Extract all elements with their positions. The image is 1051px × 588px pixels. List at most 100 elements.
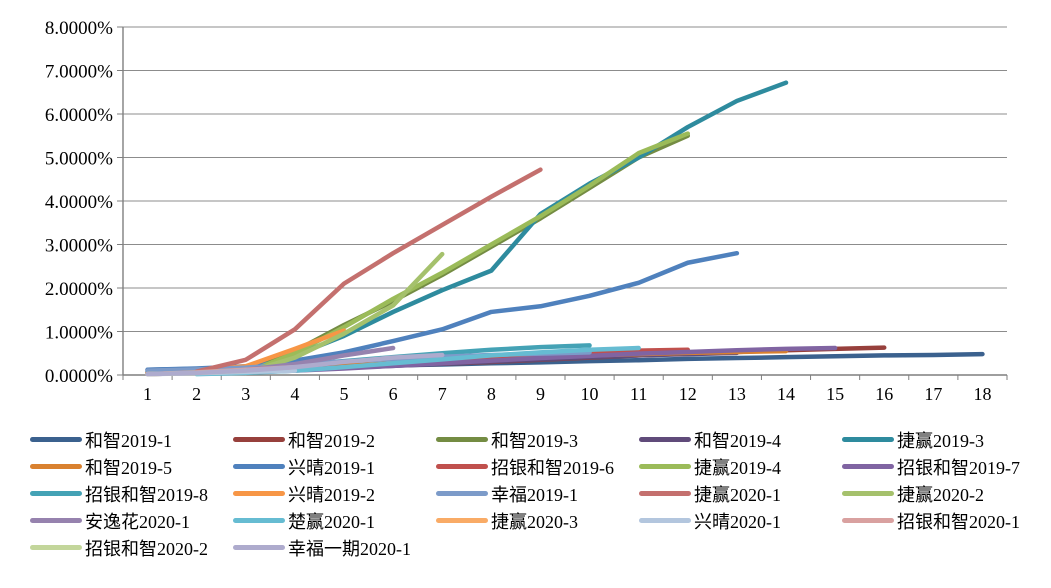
legend-label: 和智2019-5: [85, 457, 172, 478]
legend-item: 招银和智2020-1: [842, 507, 1045, 534]
legend-item: 兴晴2020-1: [639, 507, 842, 534]
series-line: [243, 251, 445, 376]
legend-label: 安逸花2020-1: [85, 511, 190, 532]
legend-label: 招银和智2019-6: [491, 457, 614, 478]
y-axis-tick-label: 0.0000%: [45, 366, 113, 387]
legend-item: 和智2019-4: [639, 426, 842, 453]
y-axis-tick-label: 2.0000%: [45, 279, 113, 300]
legend-swatch: [639, 491, 691, 496]
legend-label: 幸福一期2020-1: [288, 538, 411, 559]
chart-legend: 和智2019-1 和智2019-2 和智2019-3 和智2019-4 捷赢2019-3…: [0, 412, 1051, 561]
legend-label: 兴晴2019-1: [288, 457, 375, 478]
legend-item: 招银和智2019-7: [842, 453, 1045, 480]
legend-label: 招银和智2020-1: [897, 511, 1020, 532]
x-axis-tick-label: 15: [826, 384, 844, 404]
legend-swatch: [30, 518, 82, 523]
legend-label: 招银和智2019-8: [85, 484, 208, 505]
x-axis-tick-label: 1: [143, 384, 152, 404]
legend-item: 楚赢2020-1: [233, 507, 436, 534]
x-axis-tick-label: 4: [290, 384, 299, 404]
legend-label: 楚赢2020-1: [288, 511, 375, 532]
legend-swatch: [842, 491, 894, 496]
legend-item: 捷赢2020-2: [842, 480, 1045, 507]
legend-item: 和智2019-5: [30, 453, 233, 480]
legend-label: 捷赢2019-3: [897, 430, 984, 451]
x-axis-tick-label: 2: [192, 384, 201, 404]
series-line: [194, 167, 543, 374]
y-axis-tick-label: 8.0000%: [45, 18, 113, 39]
y-axis-tick-label: 7.0000%: [45, 62, 113, 83]
series-lines: [145, 80, 985, 377]
x-axis-tick-label: 10: [581, 384, 599, 404]
legend-label: 招银和智2019-7: [897, 457, 1020, 478]
x-axis-tick-label: 5: [340, 384, 349, 404]
legend-swatch: [233, 518, 285, 523]
series-line: [243, 80, 789, 373]
x-axis-tick-label: 3: [241, 384, 250, 404]
legend-swatch: [233, 464, 285, 469]
legend-item: 捷赢2020-1: [639, 480, 842, 507]
legend-label: 兴晴2020-1: [694, 511, 781, 532]
y-axis-tick-label: 3.0000%: [45, 236, 113, 257]
legend-item: 捷赢2019-4: [639, 453, 842, 480]
legend-item: 兴晴2019-1: [233, 453, 436, 480]
legend-label: 和智2019-2: [288, 430, 375, 451]
legend-item: 招银和智2019-6: [436, 453, 639, 480]
legend-swatch: [436, 437, 488, 442]
legend-swatch: [233, 545, 285, 550]
y-axis-tick-label: 4.0000%: [45, 192, 113, 213]
legend-label: 捷赢2020-1: [694, 484, 781, 505]
legend-item: 和智2019-2: [233, 426, 436, 453]
legend-swatch: [30, 437, 82, 442]
legend-label: 招银和智2020-2: [85, 538, 208, 559]
y-axis-tick-labels: 0.0000% 1.0000% 2.0000% 3.0000% 4.0000% 5.000…: [45, 18, 113, 387]
x-axis-tick-label: 13: [728, 384, 746, 404]
legend-swatch: [842, 464, 894, 469]
x-axis-tick-label: 16: [875, 384, 893, 404]
series-line: [145, 352, 445, 377]
legend-label: 幸福2019-1: [491, 484, 578, 505]
legend-label: 和智2019-3: [491, 430, 578, 451]
legend-swatch: [30, 545, 82, 550]
y-axis-tick-label: 1.0000%: [45, 323, 113, 344]
x-axis-tick-label: 14: [777, 384, 795, 404]
legend-swatch: [233, 491, 285, 496]
legend-item: 幸福一期2020-1: [233, 534, 436, 561]
legend-label: 捷赢2019-4: [694, 457, 781, 478]
x-axis-tick-label: 12: [679, 384, 697, 404]
x-axis-tick-label: 18: [973, 384, 991, 404]
legend-swatch: [639, 518, 691, 523]
x-axis-tick-label: 6: [389, 384, 398, 404]
legend-swatch: [233, 437, 285, 442]
legend-swatch: [842, 437, 894, 442]
x-axis-tick-label: 11: [630, 384, 647, 404]
legend-swatch: [30, 464, 82, 469]
legend-item: 捷赢2020-3: [436, 507, 639, 534]
legend-label: 和智2019-4: [694, 430, 781, 451]
legend-item: 和智2019-1: [30, 426, 233, 453]
x-axis-tick-label: 7: [438, 384, 447, 404]
legend-swatch: [436, 491, 488, 496]
legend-label: 捷赢2020-3: [491, 511, 578, 532]
legend-label: 捷赢2020-2: [897, 484, 984, 505]
legend-swatch: [436, 464, 488, 469]
x-axis-tick-label: 9: [536, 384, 545, 404]
legend-swatch: [436, 518, 488, 523]
legend-item: 和智2019-3: [436, 426, 639, 453]
legend-item: 招银和智2020-2: [30, 534, 233, 561]
legend-item: 安逸花2020-1: [30, 507, 233, 534]
legend-label: 兴晴2019-2: [288, 484, 375, 505]
line-chart: 0.0000% 1.0000% 2.0000% 3.0000% 4.0000% 5.000…: [45, 18, 1008, 404]
legend-item: 招银和智2019-8: [30, 480, 233, 507]
legend-swatch: [30, 491, 82, 496]
legend-label: 和智2019-1: [85, 430, 172, 451]
y-axis-tick-label: 5.0000%: [45, 149, 113, 170]
legend-swatch: [639, 437, 691, 442]
legend-item: 兴晴2019-2: [233, 480, 436, 507]
x-axis-ticks: [122, 375, 1008, 380]
x-axis-tick-labels: 1 2 3 4 5 6 7 8 9 10 11 12 13 14 15 16 17 18: [143, 384, 991, 404]
legend-item: 幸福2019-1: [436, 480, 639, 507]
legend-swatch: [639, 464, 691, 469]
y-axis-tick-label: 6.0000%: [45, 105, 113, 126]
